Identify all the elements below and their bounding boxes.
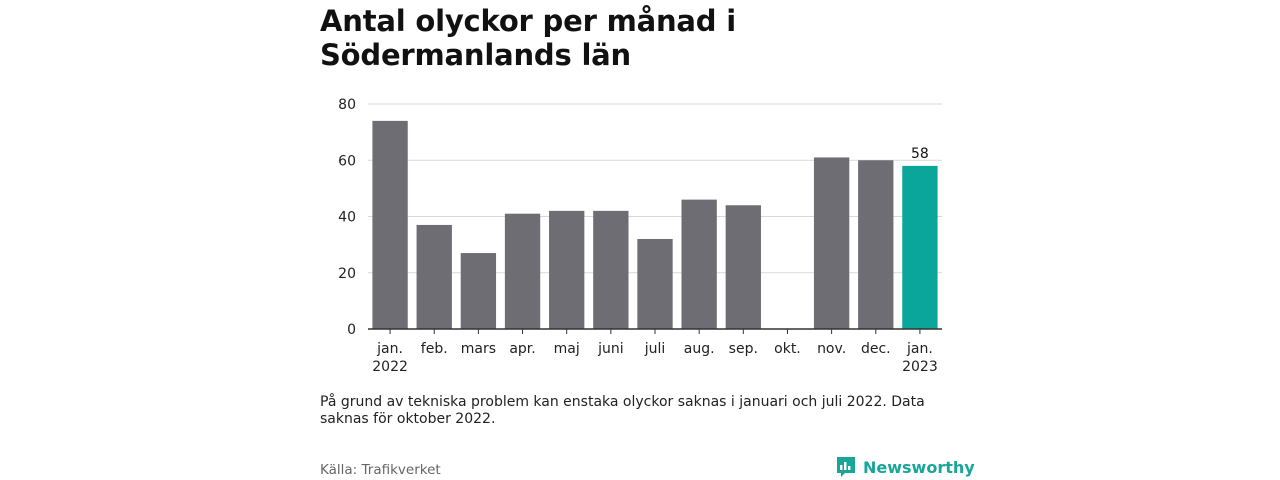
- bar[interactable]: [858, 160, 894, 329]
- y-tick-label: 0: [347, 322, 356, 338]
- bar[interactable]: [460, 253, 497, 329]
- data-label: 58: [911, 146, 929, 162]
- y-tick-label: 80: [338, 97, 356, 113]
- x-tick-label: apr.: [509, 341, 535, 357]
- x-tick-label: sep.: [729, 341, 758, 357]
- bar[interactable]: [416, 224, 452, 329]
- newsworthy-logo-icon: [837, 457, 855, 477]
- y-tick-label: 60: [338, 153, 356, 169]
- bar[interactable]: [725, 205, 761, 329]
- y-tick-label: 40: [338, 210, 356, 226]
- bar-chart: 0 20 40 60 80 jan. 2022 feb. mars apr. maj juni juli…: [338, 97, 942, 375]
- bar[interactable]: [681, 199, 717, 329]
- x-tick-label: maj: [554, 341, 580, 357]
- brand-name: Newsworthy: [863, 457, 975, 477]
- x-tick-label: jan.: [376, 341, 403, 357]
- chart-card: Antal olyckor per månad i Södermanlands …: [320, 0, 975, 480]
- bar[interactable]: [593, 210, 629, 329]
- source-text: Källa: Trafikverket: [320, 462, 441, 478]
- bar[interactable]: [813, 157, 850, 329]
- x-tick-label: nov.: [817, 341, 846, 357]
- x-tick-label: mars: [461, 341, 496, 357]
- x-tick-label: feb.: [421, 341, 448, 357]
- x-tick-label: 2023: [902, 359, 938, 375]
- bar[interactable]: [902, 165, 938, 329]
- x-tick-label: aug.: [684, 341, 715, 357]
- bar[interactable]: [504, 213, 541, 329]
- brand[interactable]: Newsworthy: [835, 455, 975, 479]
- bar[interactable]: [637, 239, 673, 329]
- bar[interactable]: [372, 120, 408, 329]
- y-tick-label: 20: [338, 266, 356, 282]
- x-tick-label: dec.: [861, 341, 891, 357]
- x-tick-label: juni: [597, 341, 624, 357]
- chart-footnote: På grund av tekniska problem kan enstaka…: [320, 394, 925, 427]
- x-tick-label: jan.: [906, 341, 933, 357]
- x-tick-label: 2022: [372, 359, 408, 375]
- chart-title: Antal olyckor per månad i Södermanlands …: [320, 4, 736, 72]
- x-tick-label: juli: [644, 341, 666, 357]
- x-tick-label: okt.: [774, 341, 801, 357]
- bar[interactable]: [549, 210, 585, 329]
